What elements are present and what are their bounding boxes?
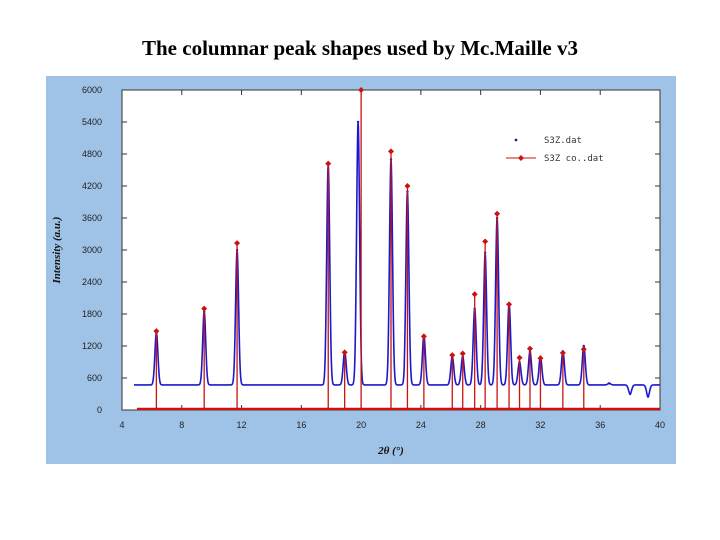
series-s3z-co-marker (404, 183, 411, 189)
series-s3z-co-marker (388, 148, 394, 155)
slide-title: The columnar peak shapes used by Mc.Mail… (142, 36, 578, 60)
y-tick-label: 0 (97, 405, 102, 415)
x-tick-label: 32 (535, 420, 545, 430)
legend-label-s3z: S3Z.dat (544, 136, 582, 146)
series-s3z-peak-point (356, 120, 360, 124)
series-s3z-co-marker (325, 160, 332, 167)
legend: S3Z.dat S3Z co..dat (506, 136, 604, 164)
legend-label-s3z-co: S3Z co..dat (544, 154, 604, 164)
y-tick-label: 3600 (82, 213, 102, 223)
series-s3z-peak-point (607, 382, 611, 385)
powder-diffraction-chart: 4 8 12 16 20 24 28 32 36 40 0 600 1200 1800 2400 3000 36… (51, 85, 665, 457)
series-s3z-co-marker (471, 291, 478, 298)
y-tick-label: 1200 (82, 341, 102, 351)
series-s3z-co-marker (341, 349, 348, 356)
x-tick-label: 4 (119, 420, 124, 430)
y-tick-label: 1800 (82, 309, 102, 319)
series-s3z-co-marker (482, 238, 489, 245)
series-s3z-co-marker (153, 328, 160, 335)
series-s3z-co-marker (559, 349, 566, 356)
series-s3z-co-marker (506, 301, 513, 308)
series-s3z-peak-point (628, 392, 632, 396)
x-tick-label: 24 (416, 420, 426, 430)
y-tick-label: 4200 (82, 181, 102, 191)
series-s3z-co-marker (516, 354, 523, 361)
x-tick-label: 36 (595, 420, 605, 430)
x-tick-label: 8 (179, 420, 184, 430)
y-tick-label: 6000 (82, 85, 102, 95)
series-s3z-co-marker (449, 352, 456, 359)
series-s3z-co-marker (420, 333, 427, 340)
axis-ticks: 4 8 12 16 20 24 28 32 36 40 0 600 1200 1800 2400 3000 36… (82, 85, 665, 430)
series-s3z-co-marker (234, 240, 241, 247)
x-tick-label: 12 (237, 420, 247, 430)
y-tick-label: 600 (87, 373, 102, 383)
x-tick-label: 40 (655, 420, 665, 430)
y-tick-label: 2400 (82, 277, 102, 287)
series-s3z-profile (133, 121, 661, 398)
series-s3z-co-marker (494, 210, 501, 217)
series-s3z-co-marker (526, 345, 533, 352)
legend-marker-s3z-co (518, 155, 524, 161)
legend-marker-s3z (514, 138, 518, 142)
data-series (133, 87, 661, 411)
series-s3z-co-marker (537, 355, 544, 362)
x-axis-title: 2θ (°) (377, 445, 404, 457)
series-s3z-co-marker (459, 350, 466, 357)
y-tick-label: 4800 (82, 149, 102, 159)
series-s3z-peak-point (646, 395, 650, 398)
y-tick-label: 3000 (82, 245, 102, 255)
chart-panel: 4 8 12 16 20 24 28 32 36 40 0 600 1200 1800 2400 3000 36… (46, 76, 676, 464)
series-s3z-peak-point (582, 344, 585, 348)
y-tick-label: 5400 (82, 117, 102, 127)
series-s3z-co-marker (201, 305, 208, 312)
x-tick-label: 20 (356, 420, 366, 430)
y-axis-title: Intensity (a.u.) (51, 217, 63, 285)
x-tick-label: 28 (476, 420, 486, 430)
x-tick-label: 16 (296, 420, 306, 430)
series-s3z-co-marker (580, 346, 587, 353)
series-s3z-co-marker (358, 87, 365, 93)
